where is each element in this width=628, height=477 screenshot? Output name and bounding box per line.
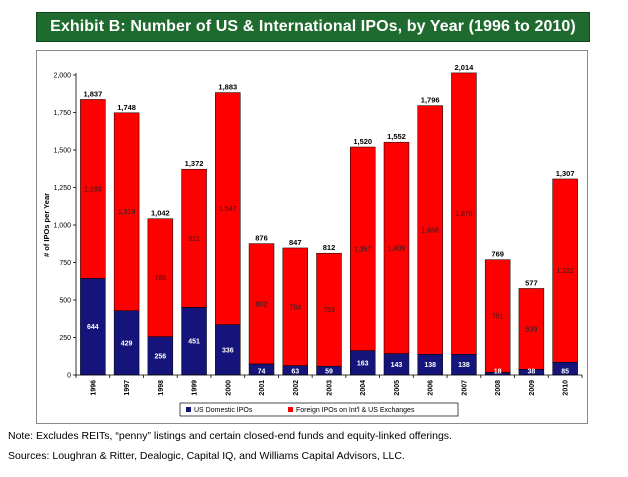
- y-tick-label: 750: [59, 260, 71, 267]
- y-tick-label: 1,750: [53, 110, 71, 117]
- data-label-total: 1,520: [353, 137, 372, 146]
- data-label-total: 1,372: [185, 159, 204, 168]
- y-tick-label: 2,000: [53, 73, 71, 80]
- x-tick-label: 1998: [158, 380, 165, 396]
- x-tick-label: 2000: [225, 380, 232, 396]
- data-label-us-domestic: 644: [87, 324, 99, 331]
- y-tick-label: 1,000: [53, 223, 71, 230]
- data-label-us-domestic: 74: [258, 369, 266, 376]
- x-tick-label: 2004: [360, 380, 367, 396]
- data-label-us-domestic: 59: [325, 369, 333, 376]
- bar-foreign-1996: [80, 99, 106, 279]
- data-label-us-domestic: 63: [291, 369, 299, 376]
- x-tick-label: 1997: [124, 380, 131, 396]
- data-label-foreign: 1,193: [84, 186, 102, 193]
- x-tick-label: 2007: [461, 380, 468, 396]
- x-tick-label: 2010: [563, 380, 570, 396]
- bar-foreign-1999: [181, 168, 207, 308]
- x-tick-label: 1999: [192, 380, 199, 396]
- bar-foreign-2006: [417, 105, 443, 355]
- x-tick-label: 2002: [293, 380, 300, 396]
- data-label-us-domestic: 336: [222, 347, 234, 354]
- y-axis-title: # of IPOs per Year: [42, 193, 51, 257]
- sources-note: Sources: Loughran & Ritter, Dealogic, Ca…: [8, 450, 405, 462]
- data-label-foreign: 539: [526, 326, 538, 333]
- bar-foreign-2004: [350, 146, 376, 351]
- x-tick-label: 2009: [529, 380, 536, 396]
- legend-box: [179, 402, 459, 417]
- data-label-foreign: 1,357: [354, 246, 372, 253]
- footnote: Note: Excludes REITs, “penny” listings a…: [8, 430, 452, 442]
- data-label-total: 1,837: [83, 89, 102, 98]
- bar-us-domestic-1997: [113, 310, 140, 376]
- data-label-us-domestic: 429: [121, 340, 133, 347]
- data-label-us-domestic: 451: [188, 339, 200, 346]
- legend-swatch-foreign: [288, 407, 293, 412]
- bar-foreign-2009: [518, 288, 545, 370]
- chart-title: Exhibit B: Number of US & International …: [36, 12, 590, 42]
- data-label-foreign: 1,409: [388, 245, 406, 252]
- legend-label-us-domestic: US Domestic IPOs: [194, 407, 253, 414]
- data-label-us-domestic: 85: [561, 369, 569, 376]
- x-tick-label: 2008: [495, 380, 502, 396]
- data-label-total: 812: [323, 243, 336, 252]
- bar-foreign-1997: [113, 112, 140, 311]
- data-label-foreign: 1,319: [118, 209, 136, 216]
- bar-foreign-2007: [451, 72, 477, 355]
- bar-us-domestic-1999: [181, 307, 207, 376]
- data-label-foreign: 753: [323, 307, 335, 314]
- y-tick-label: 0: [67, 373, 71, 380]
- data-label-us-domestic: 163: [357, 360, 369, 367]
- bar-foreign-2005: [383, 141, 410, 354]
- bar-foreign-2002: [282, 247, 308, 366]
- x-tick-label: 2003: [327, 380, 334, 396]
- data-label-total: 2,014: [455, 63, 475, 72]
- legend-swatch-us-domestic: [186, 407, 191, 412]
- data-label-foreign: 1,658: [421, 227, 439, 234]
- data-label-us-domestic: 256: [154, 353, 166, 360]
- data-label-foreign: 751: [492, 313, 504, 320]
- x-tick-label: 2001: [259, 380, 266, 396]
- legend-label-foreign: Foreign IPOs on Int'l & US Exchanges: [296, 407, 415, 414]
- ipo-stacked-bar-chart: # of IPOs per Year 0 250 500 750 1,000 1,250 1,…: [42, 63, 583, 417]
- data-label-us-domestic: 143: [391, 362, 403, 369]
- bar-foreign-2003: [316, 252, 342, 367]
- y-tick-label: 250: [59, 335, 71, 342]
- data-label-total: 1,883: [218, 83, 237, 92]
- data-label-total: 1,307: [556, 169, 575, 178]
- bar-foreign-1998: [147, 218, 174, 337]
- data-label-total: 847: [289, 238, 302, 247]
- data-label-total: 577: [525, 278, 538, 287]
- chart-area: # of IPOs per Year 0 250 500 750 1,000 1,250 1,…: [36, 50, 588, 424]
- data-label-foreign: 1,876: [455, 211, 473, 218]
- data-label-foreign: 921: [188, 236, 200, 243]
- x-tick-label: 2006: [428, 380, 435, 396]
- bar-foreign-2010: [552, 178, 578, 363]
- data-label-foreign: 1,222: [556, 268, 574, 275]
- data-label-us-domestic: 138: [458, 362, 470, 369]
- data-label-foreign: 802: [256, 301, 268, 308]
- data-label-foreign: 786: [154, 275, 166, 282]
- data-label-total: 769: [491, 250, 504, 259]
- bar-foreign-2000: [215, 92, 241, 325]
- data-label-us-domestic: 138: [424, 362, 436, 369]
- bar-foreign-2001: [248, 243, 275, 365]
- data-label-total: 1,748: [117, 103, 136, 112]
- data-label-us-domestic: 18: [494, 369, 502, 376]
- x-tick-label: 1996: [90, 380, 97, 396]
- bar-foreign-2008: [484, 259, 511, 373]
- data-label-total: 1,042: [151, 209, 170, 218]
- y-tick-label: 1,500: [53, 148, 71, 155]
- data-label-foreign: 1,547: [219, 206, 237, 213]
- data-label-total: 1,552: [387, 132, 406, 141]
- data-label-total: 1,796: [421, 96, 440, 105]
- data-label-total: 876: [255, 234, 268, 243]
- data-label-us-domestic: 38: [528, 369, 536, 376]
- data-label-foreign: 784: [289, 304, 301, 311]
- x-tick-label: 2005: [394, 380, 401, 396]
- y-tick-label: 500: [59, 298, 71, 305]
- bar-us-domestic-2000: [215, 324, 241, 376]
- y-tick-label: 1,250: [53, 185, 71, 192]
